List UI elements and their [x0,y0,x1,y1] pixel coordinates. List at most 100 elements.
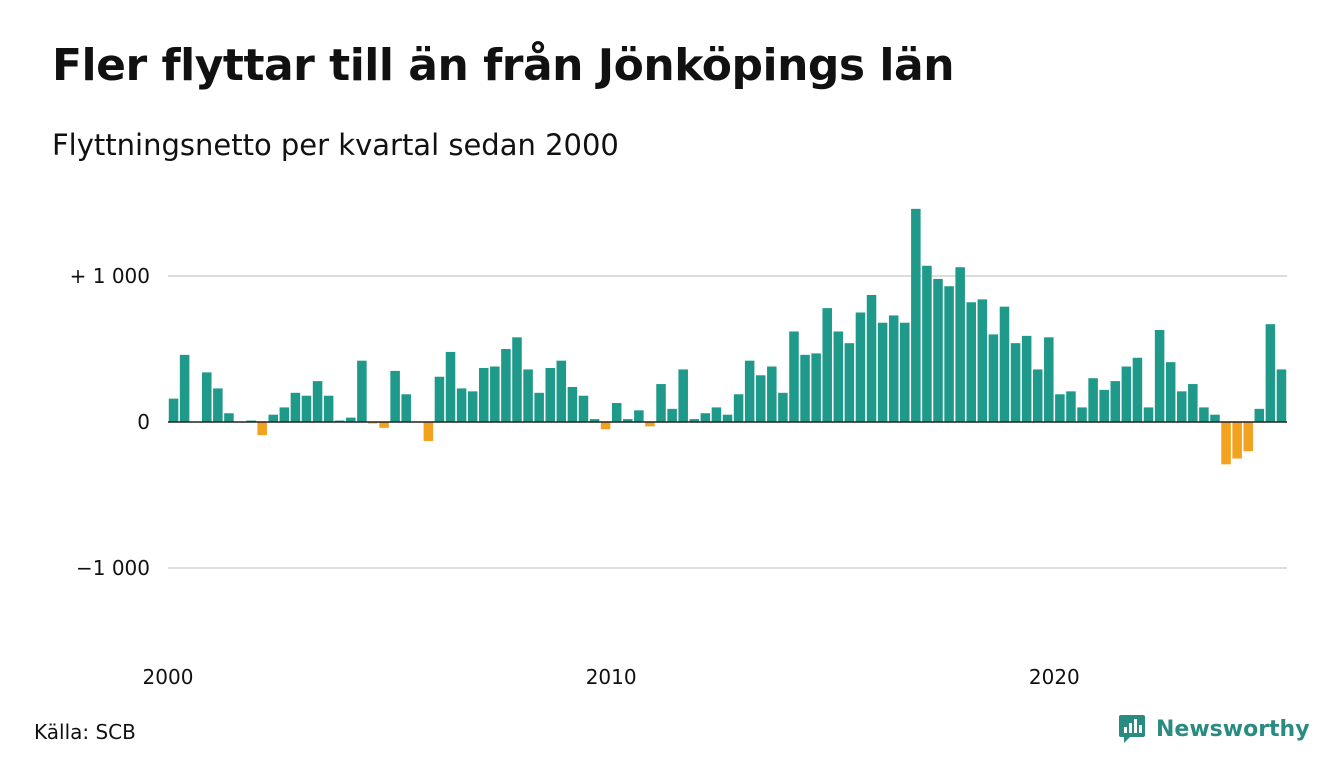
bar-2016-q1 [877,322,888,422]
x-tick-label: 2020 [1029,665,1080,689]
bar-2022-q1 [1143,407,1154,422]
bar-2020-q1 [1055,394,1065,422]
newsworthy-logo-icon [1119,715,1145,743]
y-tick-label: + 1 000 [70,264,150,288]
source-note: Källa: SCB [34,720,136,744]
bar-2010-q1 [611,403,622,422]
bar-2013-q1 [744,360,755,422]
bar-2010-q3 [634,410,644,422]
bar-2002-q4 [290,392,301,422]
bar-2008-q4 [556,360,567,422]
bar-2012-q4 [733,394,744,422]
bar-2014-q3 [811,353,821,422]
bar-2011-q1 [656,384,666,422]
y-tick-label: −1 000 [76,556,150,580]
bar-2004-q4 [379,422,389,428]
bar-2010-q2 [623,419,633,422]
bar-2008-q1 [523,369,533,422]
bar-2003-q3 [323,395,334,422]
bar-2002-q1 [257,422,267,436]
x-tick-label: 2000 [143,665,194,689]
bar-2012-q2 [711,407,722,422]
chart-title: Fler flyttar till än från Jönköpings län [52,40,955,91]
bar-2000-q4 [202,372,212,422]
bar-2018-q4 [999,306,1010,422]
bar-2014-q4 [822,308,832,422]
bar-2008-q2 [534,392,544,422]
bar-2001-q2 [224,413,234,422]
bar-2021-q3 [1121,366,1132,422]
bar-2007-q3 [501,349,511,422]
bar-2016-q4 [911,208,921,422]
chart-subtitle: Flyttningsnetto per kvartal sedan 2000 [52,128,619,162]
bar-2020-q4 [1088,378,1098,422]
bar-2022-q4 [1176,391,1187,422]
bar-2023-q2 [1199,407,1209,422]
bar-2017-q2 [933,278,943,422]
bar-2014-q2 [800,354,810,422]
bar-2009-q1 [567,386,578,422]
gridlines [168,275,1287,569]
bar-2006-q2 [445,351,456,422]
bar-2019-q2 [1021,335,1032,422]
bars [168,208,1287,465]
bar-2018-q2 [977,299,988,422]
bar-2007-q2 [490,366,500,422]
bar-2013-q4 [778,392,788,422]
bar-2008-q3 [545,367,555,422]
bar-2023-q4 [1221,422,1231,465]
bar-2024-q1 [1232,422,1242,459]
bar-2016-q3 [900,322,910,422]
bar-2015-q4 [866,294,877,422]
y-tick-label: 0 [137,410,150,434]
bar-2015-q1 [833,331,844,422]
bar-2019-q3 [1032,369,1043,422]
bar-2009-q4 [600,422,611,430]
bar-2017-q3 [944,286,954,422]
bar-2014-q1 [789,331,799,422]
bar-2023-q3 [1210,414,1220,422]
bar-2004-q1 [346,417,356,422]
bar-2002-q3 [279,407,290,422]
bar-2019-q4 [1044,337,1054,422]
bar-2022-q2 [1154,330,1165,422]
bar-2021-q4 [1132,357,1143,422]
bar-2002-q2 [268,414,279,422]
bar-2024-q3 [1254,408,1265,422]
bar-2013-q2 [755,375,766,422]
bar-2023-q1 [1188,384,1198,422]
bar-2025-q1 [1276,369,1287,422]
bar-2007-q1 [478,367,489,422]
brand-name: Newsworthy [1156,716,1310,742]
bar-2006-q3 [456,388,467,422]
bar-2005-q4 [423,422,434,441]
bar-2020-q2 [1066,391,1076,422]
x-tick-label: 2010 [586,665,637,689]
bar-2006-q4 [467,391,478,422]
bar-2003-q1 [301,395,312,422]
bar-2021-q2 [1110,381,1121,422]
bar-2001-q1 [213,388,223,422]
bar-2009-q2 [578,395,589,422]
bar-2003-q2 [312,381,323,422]
bar-2011-q4 [689,419,700,422]
bar-2000-q2 [179,354,190,422]
bar-2005-q1 [390,370,400,422]
bar-2015-q2 [844,343,855,422]
bar-2009-q3 [589,419,600,422]
brand-logo: Newsworthy [1118,714,1310,744]
bar-2012-q3 [722,414,733,422]
bar-2024-q4 [1265,324,1276,422]
bar-2022-q3 [1165,362,1176,422]
bar-2007-q4 [512,337,522,422]
bar-2013-q3 [767,366,777,422]
bar-2018-q1 [966,302,977,422]
bar-2020-q3 [1077,407,1087,422]
bar-2015-q3 [855,312,866,422]
bar-2019-q1 [1010,343,1021,422]
bar-2024-q2 [1243,422,1253,452]
bar-2017-q1 [922,265,932,422]
bar-2011-q2 [667,408,677,422]
bar-2012-q1 [700,413,711,422]
bar-2000-q1 [168,398,179,422]
